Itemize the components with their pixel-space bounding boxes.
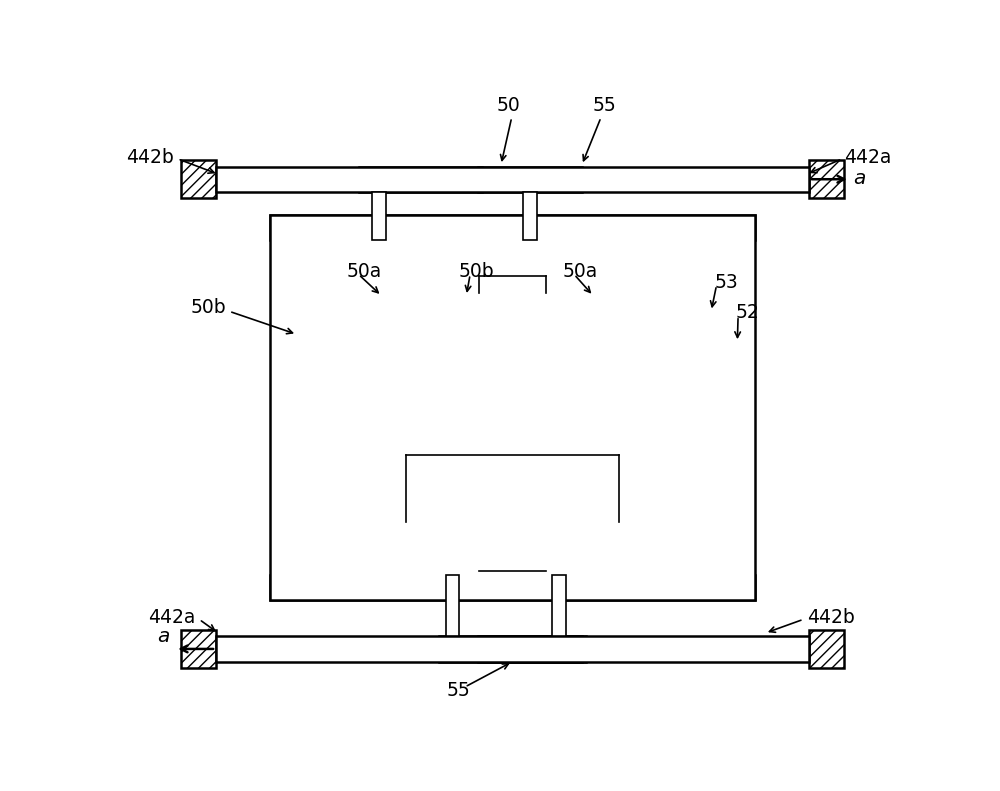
- Text: 442b: 442b: [126, 148, 174, 167]
- Bar: [809, 161, 844, 198]
- Bar: [446, 575, 459, 636]
- Bar: [181, 161, 216, 198]
- Text: 50a: 50a: [347, 262, 382, 281]
- Bar: [552, 575, 566, 636]
- Bar: [478, 167, 582, 192]
- Bar: [278, 240, 325, 575]
- Text: 52: 52: [736, 303, 760, 322]
- Bar: [809, 630, 844, 668]
- Text: a: a: [853, 169, 865, 188]
- Text: 442b: 442b: [807, 608, 854, 627]
- Text: 55: 55: [447, 680, 470, 699]
- Text: 50a: 50a: [563, 262, 598, 281]
- Text: 50b: 50b: [190, 298, 226, 317]
- Text: 442a: 442a: [148, 608, 195, 627]
- Text: 50b: 50b: [459, 262, 494, 281]
- Bar: [270, 215, 755, 240]
- Bar: [181, 630, 216, 668]
- Bar: [546, 293, 586, 575]
- Text: 442a: 442a: [844, 148, 891, 167]
- Bar: [439, 636, 586, 661]
- Bar: [700, 240, 747, 575]
- Text: a: a: [157, 626, 170, 645]
- Bar: [270, 575, 755, 600]
- Bar: [270, 215, 755, 600]
- Bar: [216, 636, 809, 661]
- Bar: [372, 192, 386, 240]
- Bar: [478, 636, 582, 661]
- Bar: [358, 167, 482, 192]
- Text: 53: 53: [714, 273, 738, 292]
- Bar: [619, 240, 659, 522]
- Bar: [523, 192, 537, 240]
- Bar: [439, 293, 479, 575]
- Text: 50: 50: [497, 96, 521, 115]
- Bar: [366, 240, 406, 522]
- Bar: [216, 167, 809, 192]
- Text: 55: 55: [593, 96, 617, 115]
